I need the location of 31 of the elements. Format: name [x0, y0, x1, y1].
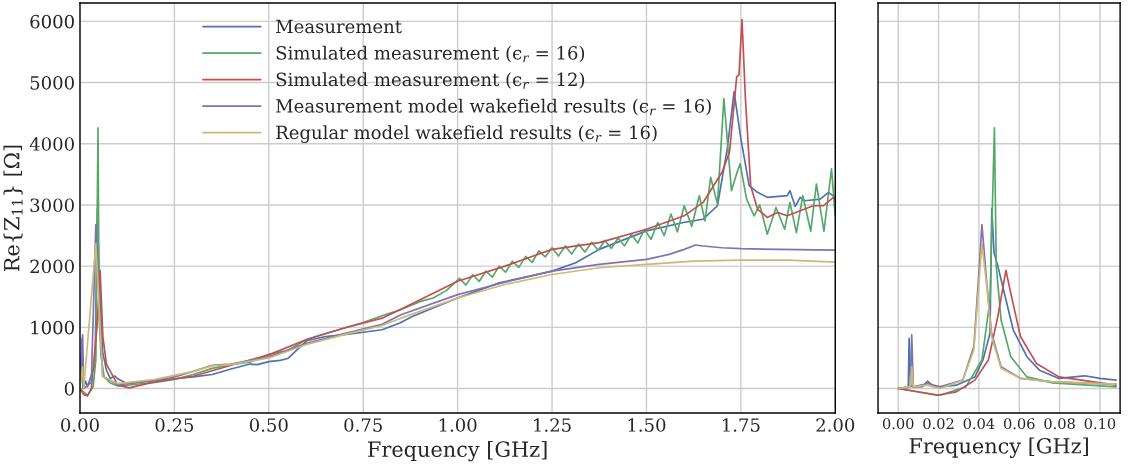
x-tick-label: 1.50	[628, 418, 666, 432]
y-tick-label: 5000	[30, 76, 74, 90]
x-tick-label: 0.50	[249, 418, 288, 432]
x-tick-label: 1.25	[534, 418, 571, 432]
y-tick-label: 4000	[29, 137, 74, 151]
y-tick-label: 2000	[30, 259, 74, 274]
legend-label: Simulated measurement (ϵ$_{r}$ = 16)	[276, 45, 585, 63]
y-tick-label: 6000	[30, 14, 74, 29]
x-tick-label: 0.75	[344, 418, 382, 432]
x-tick-label: 0.00	[882, 418, 914, 430]
legend-label: Measurement model wakefield results (ϵ$_{r}$ = 16)	[276, 98, 711, 116]
x-tick-label: 0.04	[963, 418, 995, 430]
x-tick-label: 0.10	[1084, 418, 1116, 430]
y-tick-label: 1000	[31, 320, 74, 335]
y-tick-label: 0	[64, 381, 74, 396]
x-tick-label: 2.00	[816, 418, 855, 432]
y-tick-label: 3000	[30, 198, 74, 213]
x-axis-title: Frequency [GHz]	[909, 437, 1088, 458]
x-tick-label: 1.00	[439, 418, 477, 432]
y-axis-title: Re{Z$_{11}$} [Ω]	[3, 145, 23, 272]
x-tick-label: 0.25	[155, 418, 194, 432]
legend-label: Regular model wakefield results (ϵ$_{r}$ = 16)	[276, 125, 657, 143]
legend-label: Measurement	[276, 19, 402, 34]
x-tick-label: 1.75	[722, 418, 760, 432]
x-tick-label: 0.08	[1044, 418, 1075, 430]
legend-label: Simulated measurement (ϵ$_{r}$ = 12)	[276, 72, 585, 89]
x-tick-label: 0.06	[1003, 418, 1035, 430]
line-series	[79, 18, 836, 397]
x-tick-label: 0.00	[61, 418, 99, 432]
x-tick-label: 0.02	[923, 418, 954, 430]
x-axis-title: Frequency [GHz]	[368, 440, 547, 462]
